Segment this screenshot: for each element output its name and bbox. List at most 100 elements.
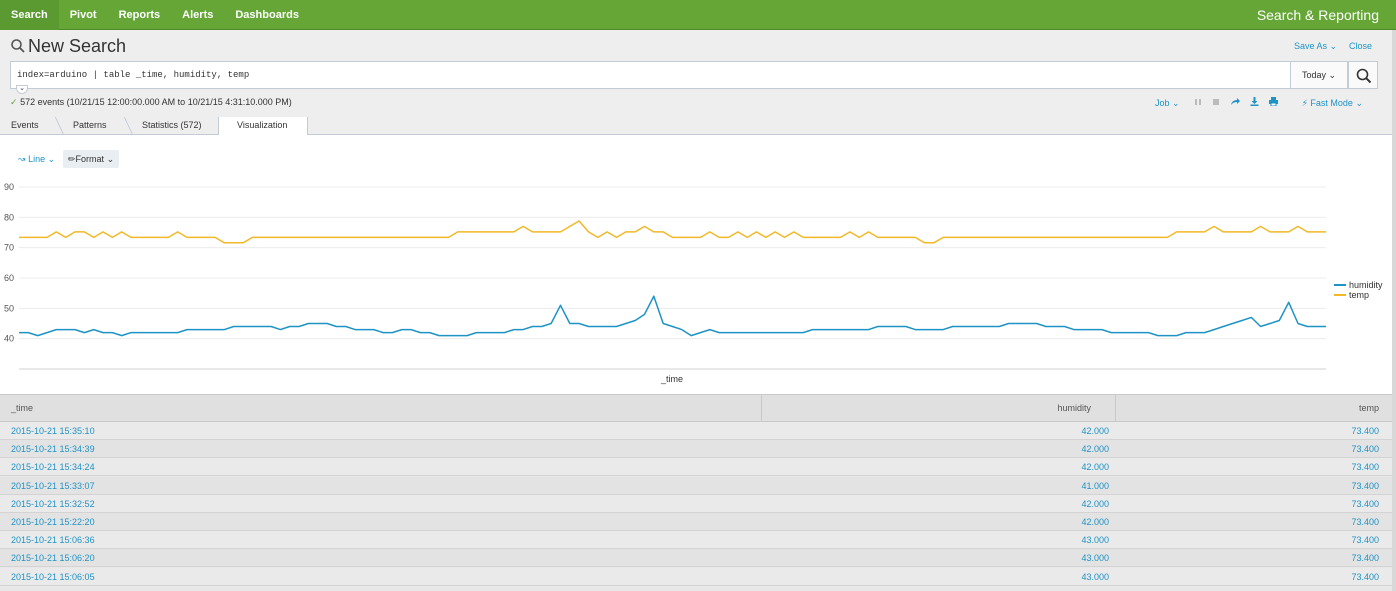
chart-type-button[interactable]: ↝ Line ⌄	[18, 154, 56, 164]
visualization-panel: ↝ Line ⌄ ✏Format ⌄ 40 50 60 70 80 90 _time humi…	[0, 135, 1392, 394]
format-label: Format	[75, 154, 105, 164]
column-header-time[interactable]: _time	[11, 403, 34, 413]
column-header-temp[interactable]: temp	[1358, 403, 1379, 413]
cell-humidity[interactable]: 42.000	[1081, 462, 1109, 473]
table-row: 2015-10-21 15:22:20 42.000 73.400	[0, 513, 1392, 531]
stop-icon[interactable]	[1212, 97, 1220, 109]
share-icon[interactable]	[1230, 97, 1240, 109]
nav-item-alerts[interactable]: Alerts	[182, 9, 214, 21]
format-button[interactable]: ✏Format ⌄	[63, 150, 120, 168]
lightning-icon: ⚡	[1301, 97, 1308, 108]
column-header-humidity[interactable]: humidity	[1057, 403, 1091, 413]
check-icon: ✓	[10, 97, 18, 107]
cell-humidity[interactable]: 43.000	[1081, 571, 1109, 582]
tab-events[interactable]: Events	[11, 120, 39, 130]
job-label: Job	[1155, 97, 1170, 108]
save-as-label: Save As	[1294, 41, 1328, 51]
export-icon[interactable]	[1250, 97, 1259, 109]
pause-icon[interactable]	[1194, 97, 1202, 109]
cell-temp[interactable]: 73.400	[1351, 535, 1379, 546]
table-row: 2015-10-21 15:34:39 42.000 73.400	[0, 440, 1392, 459]
cell-temp[interactable]: 73.400	[1351, 553, 1379, 564]
chevron-down-icon: ⌄	[1329, 41, 1338, 51]
y-tick-label: 70	[4, 243, 14, 253]
close-button[interactable]: Close	[1349, 41, 1373, 51]
cell-time[interactable]: 2015-10-21 15:33:07	[11, 480, 95, 491]
cell-time[interactable]: 2015-10-21 15:06:20	[11, 553, 95, 564]
tab-patterns[interactable]: Patterns	[73, 120, 107, 130]
cell-temp[interactable]: 73.400	[1351, 444, 1379, 455]
x-axis-label: _time	[660, 374, 683, 384]
nav-item-dashboards[interactable]: Dashboards	[235, 9, 299, 21]
results-tabs: Events Patterns Statistics (572) Visuali…	[0, 117, 1392, 135]
cell-humidity[interactable]: 42.000	[1081, 444, 1109, 455]
tab-divider	[123, 117, 134, 135]
expand-search-icon[interactable]: ⌄	[16, 85, 28, 94]
cell-humidity[interactable]: 43.000	[1081, 535, 1109, 546]
cell-humidity[interactable]: 42.000	[1081, 498, 1109, 509]
cell-time[interactable]: 2015-10-21 15:06:05	[11, 571, 95, 582]
app-title: Search & Reporting	[1256, 7, 1379, 23]
cell-temp[interactable]: 73.400	[1351, 462, 1379, 473]
cell-humidity[interactable]: 43.000	[1081, 553, 1109, 564]
job-status: ✓ 572 events (10/21/15 12:00:00.000 AM t…	[10, 97, 292, 108]
tab-statistics[interactable]: Statistics (572)	[142, 120, 202, 130]
cell-temp[interactable]: 73.400	[1351, 571, 1379, 582]
y-tick-label: 90	[4, 182, 14, 192]
table-row: 2015-10-21 15:34:24 42.000 73.400	[0, 458, 1392, 477]
scrollbar[interactable]	[1392, 30, 1396, 591]
y-tick-label: 40	[4, 334, 14, 344]
job-controls: Job ⌄ ⚡ Fast Mode ⌄	[1155, 97, 1363, 109]
tab-visualization[interactable]: Visualization	[218, 117, 308, 135]
nav-menu: Search Pivot Reports Alerts Dashboards	[0, 0, 310, 30]
cell-time[interactable]: 2015-10-21 15:35:10	[11, 426, 95, 436]
cell-humidity[interactable]: 42.000	[1081, 426, 1109, 436]
events-count-text: 572 events (10/21/15 12:00:00.000 AM to …	[20, 97, 292, 107]
save-as-button[interactable]: Save As ⌄	[1294, 41, 1337, 52]
search-input[interactable]: index=arduino | table _time, humidity, t…	[10, 61, 1290, 89]
cell-temp[interactable]: 73.400	[1351, 498, 1379, 509]
nav-item-search[interactable]: Search	[0, 0, 59, 30]
table-row: 2015-10-21 15:06:20 43.000 73.400	[0, 549, 1392, 568]
nav-item-reports[interactable]: Reports	[118, 9, 161, 21]
app-nav-bar: Search Pivot Reports Alerts Dashboards S…	[0, 0, 1396, 30]
cell-time[interactable]: 2015-10-21 15:32:52	[11, 498, 95, 509]
table-row: 2015-10-21 15:33:07 41.000 73.400	[0, 476, 1392, 495]
cell-time[interactable]: 2015-10-21 15:06:36	[11, 535, 95, 546]
series-line-temp[interactable]	[19, 220, 1326, 244]
cell-humidity[interactable]: 42.000	[1081, 517, 1109, 527]
page-title: New Search	[28, 36, 127, 56]
line-chart-icon: ↝	[18, 154, 26, 164]
cell-humidity[interactable]: 41.000	[1081, 480, 1109, 491]
y-tick-label: 50	[4, 303, 14, 313]
cell-temp[interactable]: 73.400	[1351, 426, 1379, 436]
tab-divider	[54, 117, 65, 135]
time-range-label: Today	[1301, 70, 1326, 80]
y-tick-label: 60	[4, 273, 14, 283]
search-button[interactable]	[1348, 61, 1378, 89]
chart-type-label: Line	[28, 154, 46, 164]
search-icon	[10, 38, 26, 54]
job-menu-button[interactable]: Job ⌄	[1155, 97, 1180, 108]
cell-temp[interactable]: 73.400	[1351, 480, 1379, 491]
cell-temp[interactable]: 73.400	[1351, 517, 1379, 527]
table-row: 2015-10-21 15:35:10 42.000 73.400	[0, 422, 1392, 440]
time-range-picker[interactable]: Today ⌄	[1290, 61, 1348, 89]
legend-label-temp[interactable]: temp	[1349, 290, 1369, 300]
cell-time[interactable]: 2015-10-21 15:34:24	[11, 462, 95, 473]
table-row: 2015-10-21 15:06:05 43.000 73.400	[0, 567, 1392, 586]
y-tick-label: 80	[4, 212, 14, 222]
results-table: _time humidity temp 2015-10-21 15:35:10 4…	[0, 394, 1392, 591]
legend-label-humidity[interactable]: humidity	[1349, 280, 1383, 290]
nav-item-pivot[interactable]: Pivot	[69, 9, 97, 21]
column-divider	[1115, 395, 1116, 422]
cell-time[interactable]: 2015-10-21 15:34:39	[11, 444, 95, 455]
cell-time[interactable]: 2015-10-21 15:22:20	[11, 517, 95, 527]
print-icon[interactable]	[1268, 97, 1278, 109]
table-header: _time humidity temp	[0, 394, 1392, 422]
search-mode-button[interactable]: ⚡ Fast Mode ⌄	[1301, 97, 1363, 108]
series-line-humidity[interactable]	[19, 295, 1326, 337]
search-header: New Search Save As ⌄ Close index=arduino…	[0, 30, 1392, 117]
search-icon	[1356, 68, 1372, 84]
